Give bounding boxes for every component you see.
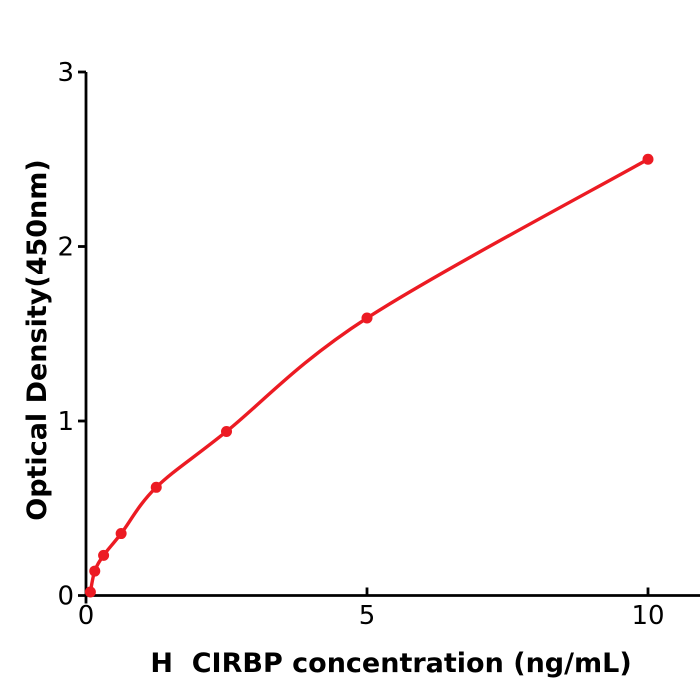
x-tick-label: 0: [78, 601, 95, 631]
x-axis-title: H CIRBP concentration (ng/mL): [150, 648, 631, 679]
data-point-marker: [150, 481, 162, 493]
y-tick-label: 0: [57, 582, 74, 612]
standard-curve-series: [84, 153, 654, 598]
data-point-marker: [84, 586, 96, 598]
x-tick-label: 10: [631, 601, 664, 631]
data-point-marker: [221, 425, 232, 437]
axes: [78, 70, 700, 604]
tick-labels: 0 5 10 0 1 2 3: [57, 58, 664, 631]
data-point-marker: [98, 549, 110, 561]
y-tick-label: 2: [57, 233, 74, 263]
y-axis-title: Optical Density(450nm): [22, 159, 53, 521]
x-tick-label: 5: [359, 601, 376, 631]
y-tick-label: 3: [57, 58, 74, 88]
data-point-marker: [361, 312, 373, 324]
data-point-marker: [89, 565, 101, 577]
data-point-marker: [642, 153, 654, 165]
fitted-curve: [88, 157, 650, 594]
data-point-marker: [115, 528, 127, 540]
y-tick-label: 1: [57, 407, 74, 437]
